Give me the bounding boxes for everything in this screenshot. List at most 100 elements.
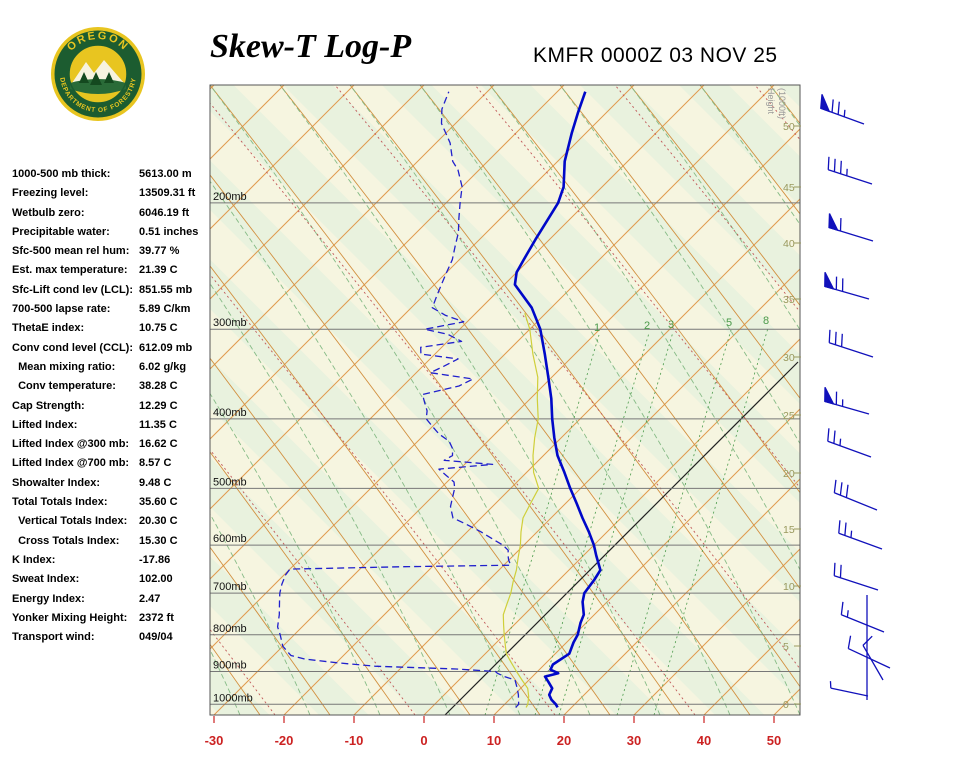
index-row: Wetbulb zero: 6046.19 ft <box>12 204 212 223</box>
temp-tick-label: -20 <box>275 733 294 748</box>
index-row: Conv temperature: 38.28 C <box>12 377 212 396</box>
index-row: Conv cond level (CCL): 612.09 mb <box>12 339 212 358</box>
index-row: Sfc-500 mean rel hum: 39.77 % <box>12 242 212 261</box>
pressure-label: 500mb <box>213 476 247 488</box>
index-value: 35.60 C <box>139 496 178 509</box>
wind-barb <box>827 156 873 185</box>
wetbulb-trace <box>502 313 540 708</box>
index-label: Cross Totals Index: <box>12 534 120 547</box>
index-value: 612.09 mb <box>139 341 193 354</box>
wind-barb <box>828 329 874 358</box>
temperature-trace <box>513 91 602 709</box>
pressure-label: 300mb <box>213 317 247 329</box>
height-tick-label: 10 <box>783 581 795 593</box>
index-label: Freezing level: <box>12 187 89 200</box>
index-label: Est. max temperature: <box>12 264 128 277</box>
logo-trees <box>79 72 114 85</box>
index-value: 851.55 mb <box>139 283 193 296</box>
pressure-label: 1000mb <box>213 692 253 704</box>
dewpoint-trace <box>276 91 520 708</box>
index-value: 9.48 C <box>139 476 172 489</box>
index-value: 2372 ft <box>139 611 174 624</box>
station-id: KMFR 0000Z 03 NOV 25 <box>533 44 778 67</box>
index-row: Freezing level: 13509.31 ft <box>12 184 212 203</box>
index-row: Precipitable water: 0.51 inches <box>12 223 212 242</box>
index-value: 38.28 C <box>139 380 178 393</box>
pressure-label: 800mb <box>213 623 247 635</box>
height-tick-label: 25 <box>783 410 795 422</box>
index-label: Showalter Index: <box>12 476 101 489</box>
wind-barb <box>833 479 878 511</box>
wind-barb <box>824 387 870 415</box>
index-label: Conv cond level (CCL): <box>12 341 134 354</box>
index-value: 2.47 <box>139 592 161 605</box>
index-label: Cap Strength: <box>12 399 85 412</box>
index-value: 6046.19 ft <box>139 206 190 219</box>
index-label: Total Totals Index: <box>12 496 108 509</box>
index-label: Energy Index: <box>12 592 85 605</box>
index-value: 39.77 % <box>139 245 180 258</box>
index-row: Cap Strength: 12.29 C <box>12 397 212 416</box>
index-value: 0.51 inches <box>139 225 199 238</box>
pressure-label: 400mb <box>213 407 247 419</box>
logo-inner-border <box>68 44 128 104</box>
index-value: 15.30 C <box>139 534 178 547</box>
index-row: ThetaE index: 10.75 C <box>12 319 212 338</box>
index-row: Est. max temperature: 21.39 C <box>12 261 212 280</box>
index-row: 1000-500 mb thick: 5613.00 m <box>12 165 212 184</box>
height-tick-label: 45 <box>783 182 795 194</box>
wind-barb <box>833 562 879 591</box>
index-row: Lifted Index @300 mb: 16.62 C <box>12 435 212 454</box>
index-row: Sfc-Lift cond lev (LCL): 851.55 mb <box>12 281 212 300</box>
pressure-label: 900mb <box>213 659 247 671</box>
index-label: Sfc-Lift cond lev (LCL): <box>12 283 133 296</box>
index-row: K Index: -17.86 <box>12 551 212 570</box>
index-value: 12.29 C <box>139 399 178 412</box>
odf-logo: OREGON DEPARTMENT OF FORESTRY <box>50 26 146 122</box>
index-row: Yonker Mixing Height: 2372 ft <box>12 609 212 628</box>
height-tick-label: 35 <box>783 294 795 306</box>
index-label: Vertical Totals Index: <box>12 515 128 528</box>
plot-background <box>210 85 800 715</box>
index-label: Wetbulb zero: <box>12 206 85 219</box>
index-row: Transport wind: 049/04 <box>12 628 212 647</box>
index-label: 1000-500 mb thick: <box>12 168 111 180</box>
mixing-ratio-label: 2 <box>644 320 650 332</box>
index-label: Lifted Index @700 mb: <box>12 457 130 470</box>
height-tick-label: 0 <box>783 699 789 711</box>
height-tick-label: 30 <box>783 352 795 364</box>
index-value: 16.62 C <box>139 438 178 451</box>
index-label: K Index: <box>12 553 56 566</box>
wind-barb <box>824 272 870 300</box>
index-label: 700-500 lapse rate: <box>12 303 111 316</box>
background-grid <box>210 85 800 715</box>
reference-line <box>444 361 799 715</box>
index-value: 10.75 C <box>139 322 178 335</box>
index-value: -17.86 <box>139 553 171 566</box>
height-axis-title-line1: Height <box>766 88 776 115</box>
temperature-axis: -30 -20 -10 0 10 20 30 40 50 <box>205 716 781 748</box>
wind-barbs <box>820 94 891 700</box>
height-tick-label: 15 <box>783 524 795 536</box>
indices-panel: 1000-500 mb thick: 5613.00 m Freezing leve… <box>12 165 212 647</box>
wind-barb <box>862 635 884 681</box>
mixing-ratio-label: 8 <box>763 315 769 327</box>
temp-tick-label: 40 <box>697 733 711 748</box>
wind-barb <box>827 428 872 458</box>
wind-barb <box>840 601 885 633</box>
index-value: 8.57 C <box>139 457 172 470</box>
index-label: Lifted Index @300 mb: <box>12 438 130 451</box>
wind-barb <box>829 681 869 697</box>
index-value: 049/04 <box>139 631 173 644</box>
mixing-ratio-label: 3 <box>668 319 674 331</box>
pressure-axis: 200mb 300mb 400mb 500mb 600mb 700mb 800mb 900mb… <box>210 191 800 705</box>
mixing-ratio-label: 5 <box>726 317 732 329</box>
index-label: Mean mixing ratio: <box>12 360 116 373</box>
index-value: 5.89 C/km <box>139 303 191 316</box>
index-label: Lifted Index: <box>12 418 78 431</box>
index-row: 700-500 lapse rate: 5.89 C/km <box>12 300 212 319</box>
pressure-label: 600mb <box>213 533 247 545</box>
temp-tick-label: 0 <box>420 733 427 748</box>
wind-barb <box>847 635 891 669</box>
